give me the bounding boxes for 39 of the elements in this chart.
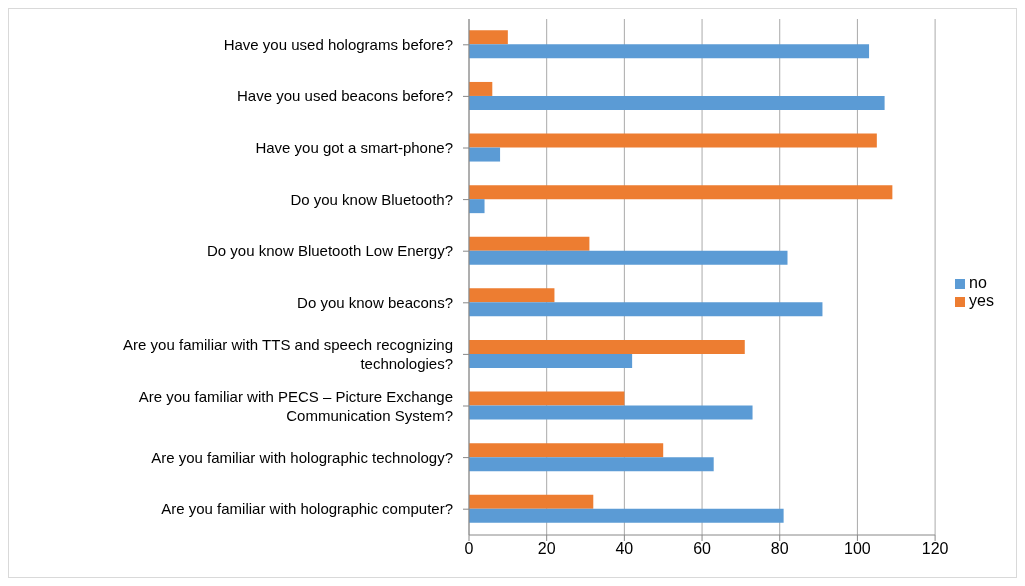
bar [469,391,625,406]
legend-label: yes [969,292,994,309]
y-tick-label: Have you used holograms before? [223,35,453,53]
y-tick-label: Have you used beacons before? [237,87,453,105]
bar [469,81,493,96]
bar [469,185,893,200]
bar [469,302,823,317]
legend-label: no [969,274,987,291]
bar [469,30,508,45]
bar [469,250,788,265]
y-tick-label: Do you know Bluetooth? [290,190,453,208]
y-tick-label: Are you familiar with holographic computer? [161,500,453,518]
bar [469,95,885,110]
bar [469,339,745,354]
y-tick-label: Have you got a smart-phone? [255,139,453,156]
bar [469,44,870,59]
y-tick-label: Are you familiar with holographic technology? [151,448,453,466]
x-tick-label: 120 [921,540,949,558]
bar [469,494,594,509]
x-tick-label: 40 [615,540,634,558]
y-tick-label: Do you know Bluetooth Low Energy? [207,242,453,260]
x-tick-label: 80 [770,540,789,558]
y-tick-label: Are you familiar with TTS and speech recognizing technologies? [123,335,453,372]
bar [469,457,714,472]
x-tick-label: 0 [464,540,474,558]
bar [469,353,633,368]
bar [469,133,877,148]
bar [469,236,590,251]
bar [469,288,555,303]
x-tick-label: 100 [844,540,871,558]
y-tick-label: Do you know beacons? [297,293,453,311]
bar [469,405,753,420]
x-tick-label: 20 [537,540,556,558]
bar [469,508,784,523]
x-tick-label: 60 [693,540,712,558]
y-tick-label: Are you familiar with PECS – Picture Exchange Communication System? [138,387,453,424]
bar [469,147,501,162]
bar [469,443,664,458]
bar [469,199,485,214]
